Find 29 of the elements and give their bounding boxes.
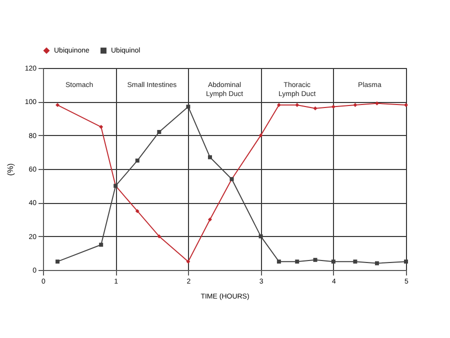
point: [374, 261, 379, 266]
point: [157, 234, 162, 238]
point: [258, 133, 263, 138]
point: [135, 158, 140, 163]
point: [186, 104, 190, 109]
point: [374, 101, 379, 106]
point: [157, 130, 162, 134]
point: [258, 234, 263, 238]
point: [99, 124, 104, 129]
point: [353, 260, 358, 264]
point: [295, 260, 300, 264]
point: [99, 242, 104, 247]
point: [135, 209, 140, 214]
point: [56, 103, 60, 108]
point: [404, 260, 408, 264]
point: [276, 260, 281, 264]
point: [331, 260, 336, 264]
point: [295, 103, 300, 108]
point: [313, 106, 318, 110]
point: [404, 103, 408, 108]
point: [56, 260, 60, 264]
point: [353, 103, 358, 108]
point: [313, 258, 318, 262]
point: [186, 260, 190, 264]
point: [276, 103, 281, 108]
point: [331, 104, 336, 109]
point: [208, 155, 212, 160]
y-axis-title: (%): [6, 162, 15, 176]
point: [208, 218, 212, 222]
